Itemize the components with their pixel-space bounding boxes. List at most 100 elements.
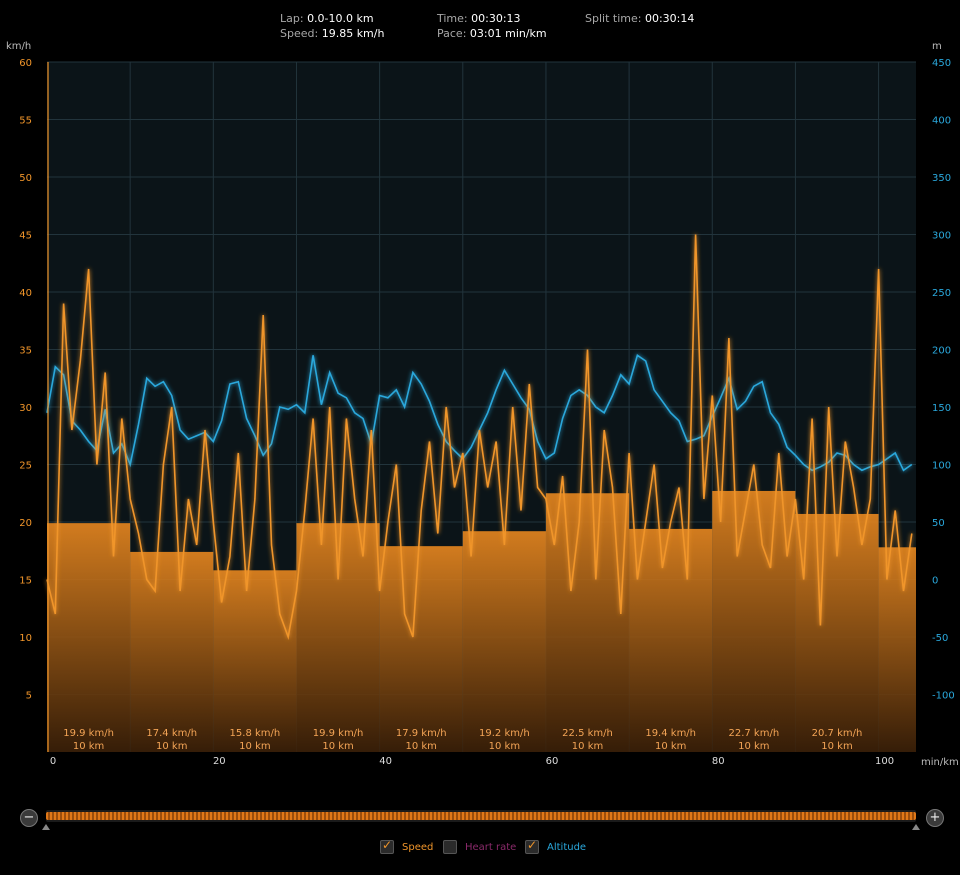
- y-left-tick-label: 30: [19, 403, 32, 414]
- altitude-checkbox[interactable]: ✓: [525, 838, 539, 854]
- lap-speed-label: 19.9 km/h: [63, 728, 114, 739]
- lap-label: Lap:: [280, 12, 304, 25]
- y-right-tick-label: 200: [932, 346, 951, 357]
- time-stat: Time: 00:30:13: [437, 12, 521, 25]
- y-right-tick-label: -100: [932, 691, 955, 702]
- lap-stat: Lap: 0.0-10.0 km: [280, 12, 374, 25]
- y-right-tick-label: -50: [932, 633, 948, 644]
- lap-bar: [545, 493, 630, 752]
- slider-right-handle[interactable]: [912, 824, 920, 830]
- lap-bar: [712, 490, 796, 752]
- lap-distance-label: 10 km: [156, 741, 187, 752]
- zoom-in-button[interactable]: +: [926, 809, 944, 827]
- x-tick-label: 80: [712, 756, 725, 767]
- time-value: 00:30:13: [471, 12, 521, 25]
- legend-heart-rate[interactable]: Heart rate: [443, 840, 516, 854]
- x-tick-label: 20: [213, 756, 226, 767]
- speed-stat: Speed: 19.85 km/h: [280, 27, 384, 40]
- y-right-tick-label: 150: [932, 403, 951, 414]
- axes: 5 10 15 20 25 30 35 40 45 50 55 60 -100 -50 0 50 100 150 2…: [19, 58, 954, 767]
- y-left-tick-label: 5: [26, 691, 32, 702]
- y-right-tick-label: 250: [932, 288, 951, 299]
- speed-line: [46, 234, 913, 641]
- lap-speed-label: 17.9 km/h: [396, 728, 447, 739]
- x-unit: min/km: [921, 757, 959, 768]
- y-left-tick-label: 45: [19, 231, 32, 242]
- legend-speed-label: Speed: [402, 841, 434, 853]
- lap-bar: [130, 551, 214, 752]
- x-tick-label: 40: [379, 756, 392, 767]
- lap-bar: [878, 547, 916, 752]
- lap-speed-label: 20.7 km/h: [812, 728, 863, 739]
- slider-selection[interactable]: [46, 812, 916, 820]
- y-left-tick-label: 50: [19, 173, 32, 184]
- y-right-tick-label: 0: [932, 576, 938, 587]
- range-slider[interactable]: − +: [0, 800, 960, 840]
- y-left-tick-label: 40: [19, 288, 32, 299]
- y-right-unit: m: [932, 41, 942, 52]
- zoom-out-button[interactable]: −: [20, 809, 38, 827]
- lap-speed-label: 19.9 km/h: [313, 728, 364, 739]
- heart-rate-checkbox[interactable]: [443, 840, 457, 854]
- legend-altitude-label: Altitude: [547, 841, 587, 853]
- y-left-tick-label: 60: [19, 58, 32, 69]
- legend: ✓ Speed Heart rate ✓ Altitude: [0, 838, 960, 856]
- lap-bar: [629, 528, 713, 752]
- lap-labels: 19.9 km/h 10 km 17.4 km/h 10 km 15.8 km/h 10 …: [63, 728, 862, 752]
- lap-speed-label: 17.4 km/h: [146, 728, 197, 739]
- lap-bar: [296, 523, 380, 752]
- speed-label: Speed:: [280, 27, 319, 40]
- y-left-tick-label: 15: [19, 576, 32, 587]
- check-icon: ✓: [527, 838, 538, 852]
- speed-checkbox[interactable]: ✓: [380, 838, 394, 854]
- x-tick-label: 60: [546, 756, 559, 767]
- y-left-tick-label: 35: [19, 346, 32, 357]
- y-left-tick-label: 10: [19, 633, 32, 644]
- lap-bars: [47, 490, 916, 752]
- lap-speed-label: 19.2 km/h: [479, 728, 530, 739]
- lap-bar: [462, 531, 546, 752]
- legend-speed[interactable]: ✓ Speed: [380, 838, 434, 854]
- check-icon: ✓: [382, 838, 393, 852]
- y-right-tick-label: 50: [932, 518, 945, 529]
- pace-stat: Pace: 03:01 min/km: [437, 27, 547, 40]
- x-tick-label: 100: [875, 756, 894, 767]
- legend-altitude[interactable]: ✓ Altitude: [525, 838, 587, 854]
- y-left-tick-label: 20: [19, 518, 32, 529]
- y-left-tick-label: 25: [19, 461, 32, 472]
- lap-distance-label: 10 km: [489, 741, 520, 752]
- lap-bar: [379, 546, 463, 752]
- chart[interactable]: 19.9 km/h 10 km 17.4 km/h 10 km 15.8 km/h 10 …: [0, 0, 960, 800]
- pace-label: Pace:: [437, 27, 467, 40]
- y-left-unit: km/h: [6, 41, 31, 52]
- y-right-tick-label: 100: [932, 461, 951, 472]
- pace-value: 03:01 min/km: [469, 27, 547, 40]
- lap-distance-label: 10 km: [655, 741, 686, 752]
- slider-left-handle[interactable]: [42, 824, 50, 830]
- lap-bar: [47, 523, 131, 752]
- y-right-tick-label: 350: [932, 173, 951, 184]
- split-value: 00:30:14: [644, 12, 695, 25]
- lap-speed-label: 15.8 km/h: [230, 728, 281, 739]
- y-left-tick-label: 55: [19, 116, 32, 127]
- lap-distance-label: 10 km: [322, 741, 353, 752]
- lap-speed-label: 19.4 km/h: [645, 728, 696, 739]
- series-lines: [46, 62, 913, 752]
- lap-bar: [213, 570, 297, 752]
- lap-distance-label: 10 km: [738, 741, 769, 752]
- time-label: Time:: [437, 12, 468, 25]
- lap-distance-label: 10 km: [572, 741, 603, 752]
- y-right-tick-label: 300: [932, 231, 951, 242]
- split-label: Split time:: [585, 12, 642, 25]
- lap-value: 0.0-10.0 km: [307, 12, 374, 25]
- stats-bar: Lap: 0.0-10.0 km Speed: 19.85 km/h Time:…: [0, 12, 960, 44]
- speed-value: 19.85 km/h: [321, 27, 385, 40]
- lap-distance-label: 10 km: [821, 741, 852, 752]
- lap-distance-label: 10 km: [73, 741, 104, 752]
- lap-distance-label: 10 km: [239, 741, 270, 752]
- legend-heart-rate-label: Heart rate: [465, 841, 517, 853]
- slider-track[interactable]: [42, 810, 920, 830]
- y-right-tick-label: 400: [932, 116, 951, 127]
- y-right-tick-label: 450: [932, 58, 951, 69]
- split-stat: Split time: 00:30:14: [585, 12, 694, 25]
